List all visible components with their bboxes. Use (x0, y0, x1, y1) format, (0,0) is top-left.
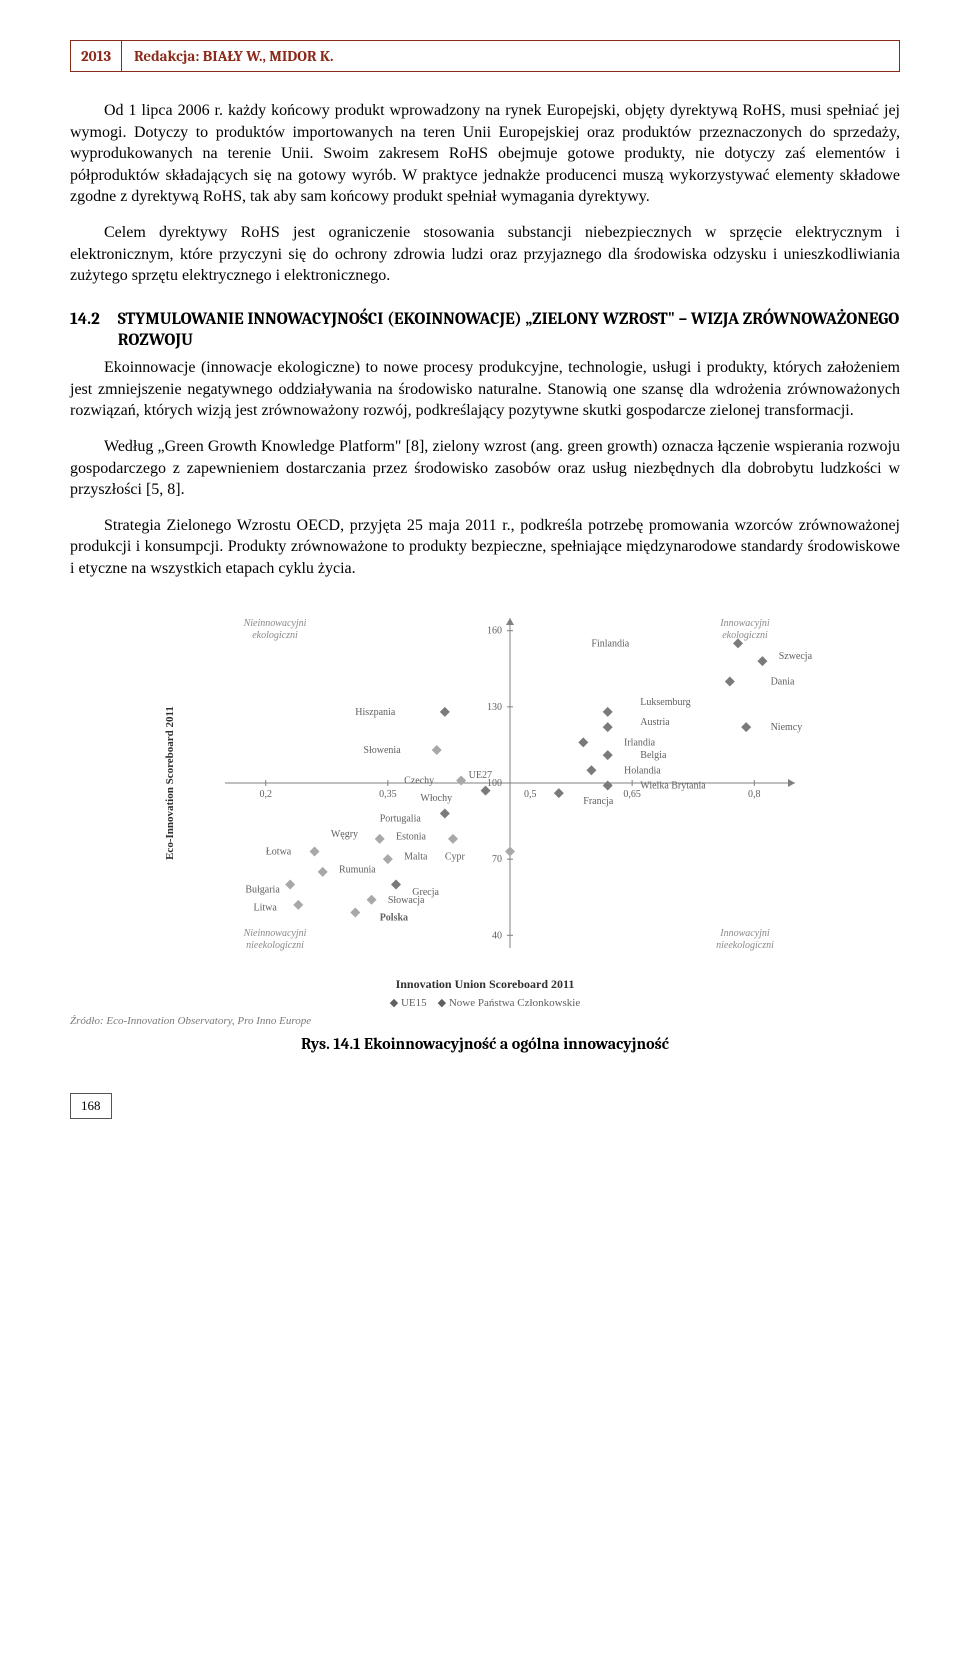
svg-text:Szwecja: Szwecja (779, 651, 813, 662)
svg-text:Austria: Austria (640, 717, 670, 728)
svg-text:Łotwa: Łotwa (266, 846, 292, 857)
legend-ue15-label: UE15 (401, 997, 427, 1009)
figure-caption: Rys. 14.1 Ekoinnowacyjność a ogólna inno… (70, 1035, 900, 1053)
svg-text:Wielka Brytania: Wielka Brytania (640, 780, 706, 791)
svg-text:Czechy: Czechy (404, 775, 434, 786)
svg-text:Innowacyjni: Innowacyjni (719, 618, 770, 629)
svg-text:0,65: 0,65 (623, 789, 641, 800)
svg-text:Luksemburg: Luksemburg (640, 696, 690, 707)
svg-text:Malta: Malta (404, 851, 428, 862)
svg-text:nieekologiczni: nieekologiczni (716, 940, 774, 951)
svg-text:nieekologiczni: nieekologiczni (246, 940, 304, 951)
paragraph-3: Ekoinnowacje (innowacje ekologiczne) to … (70, 357, 900, 422)
svg-text:160: 160 (487, 625, 502, 636)
x-axis-title: Innovation Union Scoreboard 2011 (70, 977, 900, 992)
legend-ue15-marker: ◆ (390, 997, 401, 1009)
svg-text:Nieinnowacyjni: Nieinnowacyjni (243, 928, 307, 939)
paragraph-5: Strategia Zielonego Wzrostu OECD, przyję… (70, 515, 900, 580)
header-bar: 2013 Redakcja: BIAŁY W., MIDOR K. (70, 40, 900, 72)
svg-text:UE27: UE27 (469, 770, 492, 781)
svg-text:Słowacja: Słowacja (388, 894, 425, 905)
svg-text:Niemcy: Niemcy (771, 722, 803, 733)
svg-text:Węgry: Węgry (331, 828, 358, 839)
svg-text:Polska: Polska (380, 912, 408, 923)
svg-text:Belgia: Belgia (640, 750, 667, 761)
svg-text:Cypr: Cypr (445, 851, 466, 862)
svg-text:Portugalia: Portugalia (380, 813, 422, 824)
svg-text:Eco-Innovation Scoreboard 2011: Eco-Innovation Scoreboard 2011 (164, 706, 176, 860)
svg-text:0,8: 0,8 (748, 789, 761, 800)
svg-text:Włochy: Włochy (420, 793, 452, 804)
svg-text:70: 70 (492, 854, 502, 865)
svg-text:Słowenia: Słowenia (363, 745, 401, 756)
svg-text:Bułgaria: Bułgaria (245, 884, 280, 895)
paragraph-4: Według „Green Growth Knowledge Platform"… (70, 436, 900, 501)
svg-text:Nieinnowacyjni: Nieinnowacyjni (243, 618, 307, 629)
svg-text:Rumunia: Rumunia (339, 864, 376, 875)
svg-text:0,35: 0,35 (379, 789, 397, 800)
svg-text:Finlandia: Finlandia (591, 638, 629, 649)
svg-text:Francja: Francja (583, 795, 614, 806)
svg-text:Dania: Dania (771, 676, 795, 687)
figure-14-1: 0,20,350,50,650,84070100130160UE27Eco-In… (70, 598, 900, 1053)
figure-source: Źródło: Eco-Innovation Observatory, Pro … (70, 1015, 900, 1027)
page-number: 168 (70, 1093, 112, 1119)
year-box: 2013 (70, 40, 122, 72)
svg-text:Litwa: Litwa (254, 902, 278, 913)
svg-text:Irlandia: Irlandia (624, 737, 656, 748)
legend-new-label: Nowe Państwa Członkowskie (449, 997, 580, 1009)
legend-new-marker: ◆ (438, 997, 449, 1009)
svg-text:0,2: 0,2 (259, 789, 272, 800)
svg-text:ekologiczni: ekologiczni (722, 630, 768, 641)
paragraph-2: Celem dyrektywy RoHS jest ograniczenie s… (70, 222, 900, 287)
svg-text:Innowacyjni: Innowacyjni (719, 928, 770, 939)
svg-text:ekologiczni: ekologiczni (252, 630, 298, 641)
svg-text:0,5: 0,5 (524, 789, 537, 800)
section-heading: 14.2 STYMULOWANIE INNOWACYJNOŚCI (EKOINN… (70, 309, 900, 352)
paragraph-1: Od 1 lipca 2006 r. każdy końcowy produkt… (70, 100, 900, 208)
chart-legend: ◆ UE15 ◆ Nowe Państwa Członkowskie (70, 996, 900, 1009)
section-title: STYMULOWANIE INNOWACYJNOŚCI (EKOINNOWACJ… (118, 309, 900, 352)
svg-text:Hiszpania: Hiszpania (355, 707, 396, 718)
page-number-box: 168 (70, 1053, 900, 1119)
section-number: 14.2 (70, 310, 100, 329)
svg-text:Holandia: Holandia (624, 765, 661, 776)
authors-box: Redakcja: BIAŁY W., MIDOR K. (122, 40, 900, 72)
svg-text:Estonia: Estonia (396, 831, 427, 842)
svg-text:40: 40 (492, 930, 502, 941)
svg-text:130: 130 (487, 701, 502, 712)
scatter-chart: 0,20,350,50,650,84070100130160UE27Eco-In… (155, 598, 815, 968)
